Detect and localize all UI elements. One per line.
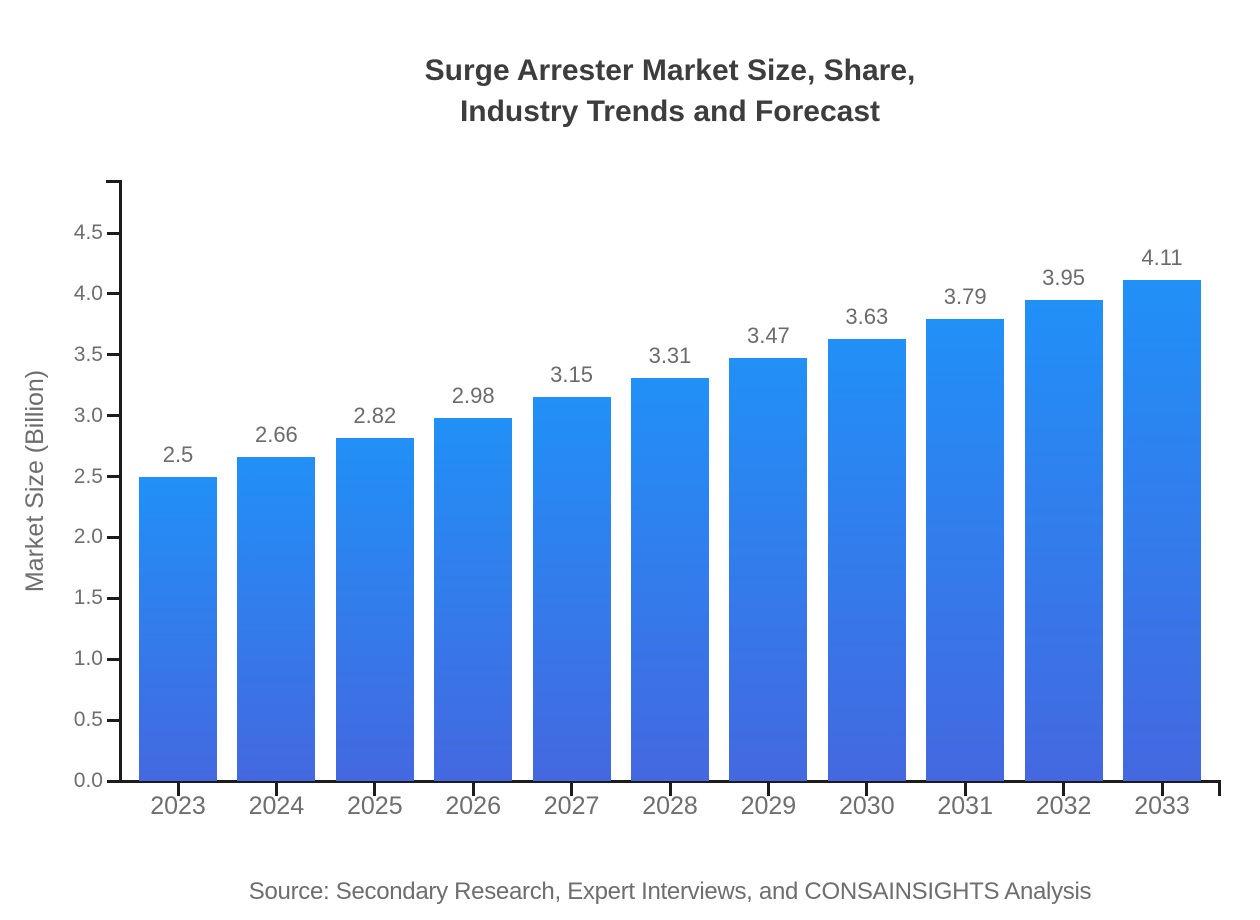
x-tick-label-2031: 2031 — [937, 792, 993, 820]
bar-2027 — [532, 397, 611, 781]
y-tick-4.5 — [107, 231, 120, 235]
bar-2033 — [1123, 280, 1201, 781]
bar-value-label-2028: 3.31 — [648, 342, 692, 368]
y-tick-1.5 — [107, 596, 120, 600]
y-tick-4.0 — [107, 292, 120, 296]
bar-2023 — [139, 476, 217, 781]
y-tick-3.5 — [107, 353, 120, 357]
y-tick-2.0 — [107, 535, 120, 539]
bar-value-label-2033: 4.11 — [1141, 245, 1183, 271]
bar-2032 — [1024, 299, 1103, 781]
y-tick-2.5 — [107, 475, 120, 479]
y-tick-label-2.0: 2.0 — [73, 525, 103, 549]
y-tick-0.5 — [107, 718, 120, 722]
bar-value-label-2026: 2.98 — [451, 383, 495, 409]
x-tick-2032 — [1062, 782, 1066, 796]
chart-title: Surge Arrester Market Size, Share, Indus… — [120, 50, 1220, 132]
y-tick-label-1.5: 1.5 — [73, 586, 103, 610]
x-tick-2029 — [766, 782, 770, 796]
x-tick-label-2033: 2033 — [1134, 792, 1190, 820]
y-tick-label-0.5: 0.5 — [73, 708, 103, 732]
bar-value-label-2029: 3.47 — [746, 323, 790, 349]
chart-title-line-1: Surge Arrester Market Size, Share, — [424, 54, 916, 87]
bar-2025 — [335, 437, 414, 781]
x-tick-label-2023: 2023 — [150, 792, 206, 820]
bar-value-label-2030: 3.63 — [845, 303, 889, 329]
y-axis-top-cap — [106, 180, 119, 183]
bar-value-label-2032: 3.95 — [1042, 264, 1085, 290]
x-axis-right-cap — [1218, 779, 1221, 796]
bar-value-label-2027: 3.15 — [550, 362, 593, 388]
x-tick-label-2025: 2025 — [346, 792, 403, 820]
x-tick-2031 — [963, 782, 967, 796]
y-axis-line — [118, 180, 122, 783]
source-note: Source: Secondary Research, Expert Inter… — [248, 878, 1092, 905]
y-tick-label-0.0: 0.0 — [73, 769, 103, 792]
y-tick-label-3.0: 3.0 — [73, 403, 103, 427]
bar-2031 — [926, 319, 1005, 781]
chart-title-line-2: Industry Trends and Forecast — [459, 95, 881, 128]
bar-value-label-2023: 2.5 — [162, 441, 194, 467]
y-tick-1.0 — [107, 657, 120, 661]
y-tick-label-4.0: 4.0 — [73, 281, 103, 305]
x-tick-2026 — [471, 782, 475, 796]
x-tick-label-2026: 2026 — [445, 792, 501, 820]
x-tick-2033 — [1160, 782, 1164, 796]
bar-2028 — [631, 377, 709, 781]
x-tick-label-2028: 2028 — [642, 792, 698, 820]
x-tick-label-2029: 2029 — [740, 792, 797, 820]
y-tick-label-1.0: 1.0 — [73, 647, 103, 671]
bar-2029 — [729, 358, 808, 781]
x-tick-label-2027: 2027 — [543, 792, 600, 820]
x-tick-2023 — [176, 782, 180, 796]
y-tick-0.0 — [107, 779, 120, 783]
y-tick-label-3.5: 3.5 — [73, 342, 103, 366]
x-tick-2030 — [865, 782, 869, 796]
y-tick-label-4.5: 4.5 — [73, 221, 103, 244]
x-tick-label-2030: 2030 — [838, 792, 895, 820]
x-tick-2027 — [570, 782, 574, 796]
bar-2030 — [827, 338, 906, 781]
bar-2026 — [434, 418, 513, 781]
bar-value-label-2024: 2.66 — [254, 422, 298, 448]
x-tick-2025 — [373, 782, 377, 796]
x-tick-label-2032: 2032 — [1035, 792, 1092, 820]
x-tick-label-2024: 2024 — [248, 792, 305, 820]
y-tick-3.0 — [107, 414, 120, 418]
x-tick-2024 — [274, 782, 278, 796]
x-tick-2028 — [668, 782, 672, 796]
bar-value-label-2031: 3.79 — [943, 284, 987, 310]
bar-value-label-2025: 2.82 — [353, 402, 397, 428]
x-axis-line — [118, 779, 1221, 783]
bar-2024 — [237, 457, 316, 781]
y-tick-label-2.5: 2.5 — [73, 464, 103, 488]
